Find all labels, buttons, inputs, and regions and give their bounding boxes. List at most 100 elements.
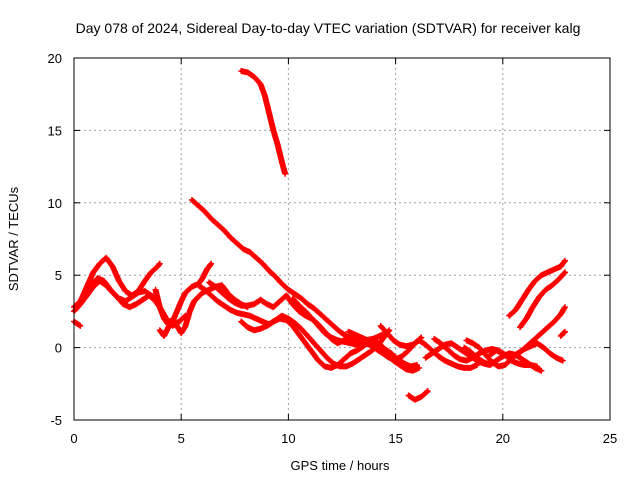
data-point — [246, 325, 250, 329]
data-point — [563, 305, 567, 309]
data-point — [291, 302, 295, 306]
data-point — [520, 298, 524, 302]
data-point — [158, 262, 162, 266]
data-point — [527, 288, 530, 292]
data-point — [550, 283, 554, 287]
data-point — [546, 270, 550, 274]
data-point — [527, 343, 530, 347]
data-point — [379, 324, 383, 328]
data-point — [344, 364, 348, 368]
data-point — [108, 288, 112, 292]
data-point — [456, 346, 460, 350]
data-point — [503, 363, 507, 367]
data-point — [336, 363, 340, 367]
series-trace-10 — [238, 68, 289, 177]
data-point — [261, 320, 265, 323]
data-point — [522, 363, 526, 367]
data-point — [563, 330, 567, 334]
data-point — [316, 359, 320, 363]
data-point — [520, 349, 524, 352]
x-tick-label: 5 — [178, 431, 185, 446]
data-point — [469, 366, 473, 370]
x-tick-label: 20 — [496, 431, 510, 446]
data-point — [542, 346, 545, 350]
data-point — [381, 333, 385, 337]
data-point — [248, 250, 252, 254]
data-point — [190, 285, 194, 289]
data-point — [190, 198, 194, 202]
data-point — [216, 299, 220, 303]
data-point — [179, 331, 183, 335]
data-point — [458, 357, 462, 361]
series-trace-13 — [345, 328, 423, 374]
data-point — [226, 296, 230, 300]
data-point — [349, 351, 353, 355]
x-tick-label: 25 — [603, 431, 617, 446]
data-point — [263, 94, 267, 98]
data-point — [293, 292, 297, 296]
data-point — [456, 364, 460, 368]
data-point — [359, 336, 363, 339]
data-point — [546, 325, 550, 329]
data-point — [402, 362, 406, 365]
data-point — [261, 262, 265, 266]
data-point — [338, 330, 342, 334]
data-point — [548, 351, 552, 355]
data-point — [128, 305, 132, 309]
data-point — [310, 350, 314, 354]
data-point — [306, 302, 310, 306]
data-point — [78, 324, 82, 328]
y-tick-label: 10 — [48, 196, 62, 211]
data-point — [220, 291, 224, 295]
data-point — [276, 143, 280, 147]
data-point — [477, 346, 481, 350]
y-axis-label: SDTVAR / TECUs — [6, 186, 21, 291]
data-point — [379, 349, 383, 352]
data-point — [158, 328, 162, 332]
data-point — [98, 262, 102, 266]
data-point — [524, 317, 528, 321]
data-point — [299, 296, 303, 300]
data-point — [239, 304, 243, 308]
data-point — [544, 288, 548, 292]
data-point — [452, 353, 455, 357]
data-point — [254, 256, 258, 260]
data-point — [177, 320, 181, 323]
data-point — [299, 327, 303, 331]
data-point — [344, 334, 348, 338]
data-point — [514, 353, 518, 357]
data-point — [539, 331, 543, 335]
data-point — [201, 276, 205, 280]
data-point — [179, 299, 183, 303]
data-point — [351, 362, 355, 365]
data-point — [407, 349, 410, 352]
data-point — [557, 278, 560, 281]
data-point — [111, 265, 115, 268]
y-tick-label: 0 — [55, 341, 62, 356]
data-point — [537, 295, 541, 299]
data-point — [267, 269, 271, 273]
data-point — [316, 324, 320, 328]
data-point — [563, 259, 567, 263]
y-tick-label: 20 — [48, 51, 62, 66]
data-point — [353, 333, 357, 337]
data-point — [278, 317, 282, 321]
data-point — [475, 356, 479, 360]
data-point — [439, 341, 443, 345]
data-point — [361, 341, 365, 345]
data-point — [475, 363, 479, 367]
data-point — [329, 366, 333, 370]
data-point — [407, 393, 410, 397]
data-point — [254, 317, 258, 321]
data-point — [147, 294, 151, 297]
data-point — [464, 338, 468, 342]
data-point — [559, 334, 563, 338]
data-point — [392, 338, 395, 342]
data-point — [411, 343, 415, 347]
data-point — [552, 267, 556, 271]
series-trace-1 — [71, 318, 84, 329]
data-point — [252, 302, 256, 306]
data-point-markers — [557, 328, 568, 339]
data-point — [563, 270, 567, 274]
data-point — [248, 314, 252, 318]
